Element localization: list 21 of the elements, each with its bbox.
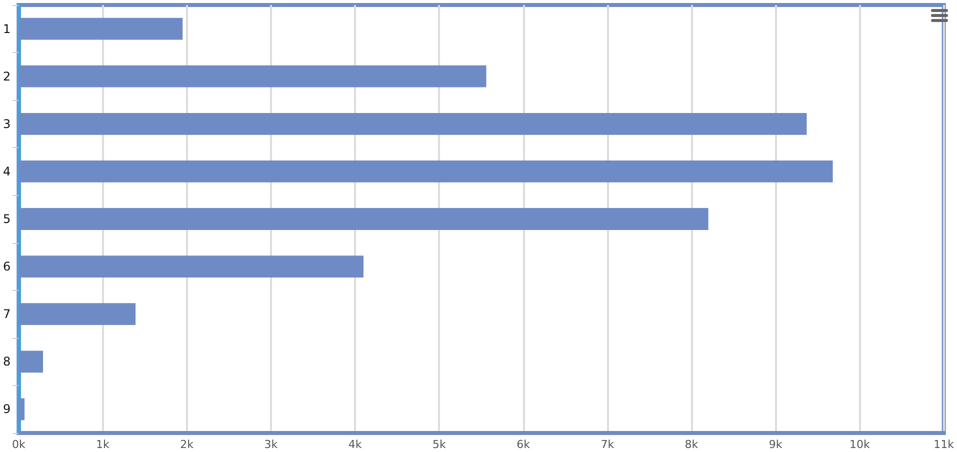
y-tick-label: 2 [2,69,11,84]
x-tick-label: 10k [850,438,871,451]
x-tick-label: 9k [768,438,783,451]
y-tick-label: 7 [2,307,11,322]
y-tick-label: 9 [2,402,11,416]
x-tick-label: 5k [432,438,446,451]
y-tick-label: 8 [2,354,11,369]
y-tick-label: 4 [2,164,11,178]
x-tick-label: 4k [348,438,362,451]
x-tick-label: 7k [600,438,615,451]
x-tick-label: 6k [516,438,531,451]
x-tick-label: 11k [934,438,955,451]
x-tick-label: 0k [12,438,26,451]
y-tick-label: 1 [2,22,11,36]
y-tick-label: 5 [2,212,11,226]
x-tick-label: 8k [684,438,699,451]
x-tick-label: 1k [96,438,110,451]
y-tick-label: 3 [2,116,11,131]
x-tick-label: 3k [264,438,278,451]
x-tick-label: 2k [180,438,194,451]
y-tick-label: 6 [2,260,11,274]
